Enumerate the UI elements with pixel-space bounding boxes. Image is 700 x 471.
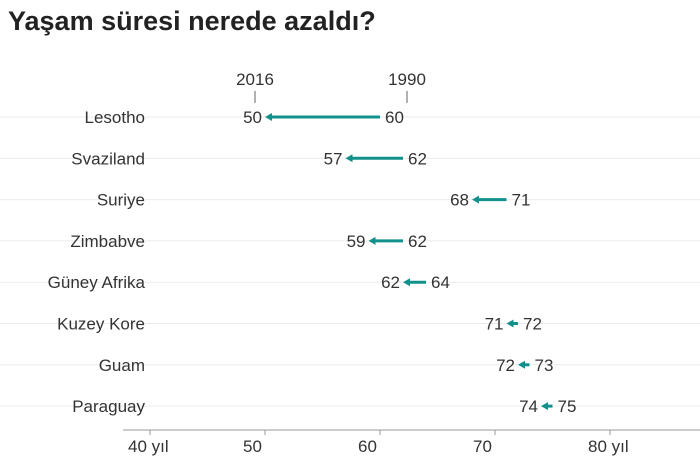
country-label: Kuzey Kore bbox=[57, 315, 145, 334]
arrow-head bbox=[472, 195, 479, 204]
chart-title: Yaşam süresi nerede azaldı? bbox=[8, 6, 376, 36]
arrow-head bbox=[265, 113, 272, 121]
arrow-head bbox=[403, 278, 410, 287]
value-2016: 74 bbox=[519, 397, 538, 416]
x-tick-label: 40 yıl bbox=[128, 437, 169, 456]
x-tick-label: 80 yıl bbox=[588, 437, 629, 456]
arrow-head bbox=[518, 360, 525, 369]
country-label: Suriye bbox=[97, 191, 145, 210]
value-1990: 60 bbox=[385, 108, 404, 127]
arrow-head bbox=[541, 402, 548, 411]
value-2016: 62 bbox=[381, 273, 400, 292]
value-2016: 57 bbox=[324, 149, 343, 168]
value-2016: 71 bbox=[485, 315, 504, 334]
value-1990: 62 bbox=[408, 232, 427, 251]
x-tick-label: 70 bbox=[473, 437, 492, 456]
country-label: Svaziland bbox=[71, 149, 145, 168]
country-label: Lesotho bbox=[85, 108, 146, 127]
legend-2016: 2016 bbox=[236, 70, 274, 89]
legend-1990: 1990 bbox=[388, 70, 426, 89]
country-label: Zimbabve bbox=[70, 232, 145, 251]
value-1990: 71 bbox=[512, 191, 531, 210]
arrow-head bbox=[506, 319, 514, 328]
value-2016: 50 bbox=[243, 108, 262, 127]
value-2016: 59 bbox=[347, 232, 366, 251]
value-1990: 72 bbox=[523, 315, 542, 334]
value-1990: 75 bbox=[558, 397, 577, 416]
x-tick-label: 60 bbox=[358, 437, 377, 456]
country-label: Güney Afrika bbox=[48, 273, 146, 292]
value-1990: 62 bbox=[408, 149, 427, 168]
country-label: Paraguay bbox=[72, 397, 145, 416]
x-tick-label: 50 bbox=[243, 437, 262, 456]
arrow-head bbox=[368, 236, 376, 245]
value-1990: 73 bbox=[535, 356, 554, 375]
arrow-head bbox=[345, 154, 353, 163]
value-2016: 72 bbox=[496, 356, 515, 375]
value-1990: 64 bbox=[431, 273, 450, 292]
value-2016: 68 bbox=[450, 191, 469, 210]
country-label: Guam bbox=[99, 356, 145, 375]
